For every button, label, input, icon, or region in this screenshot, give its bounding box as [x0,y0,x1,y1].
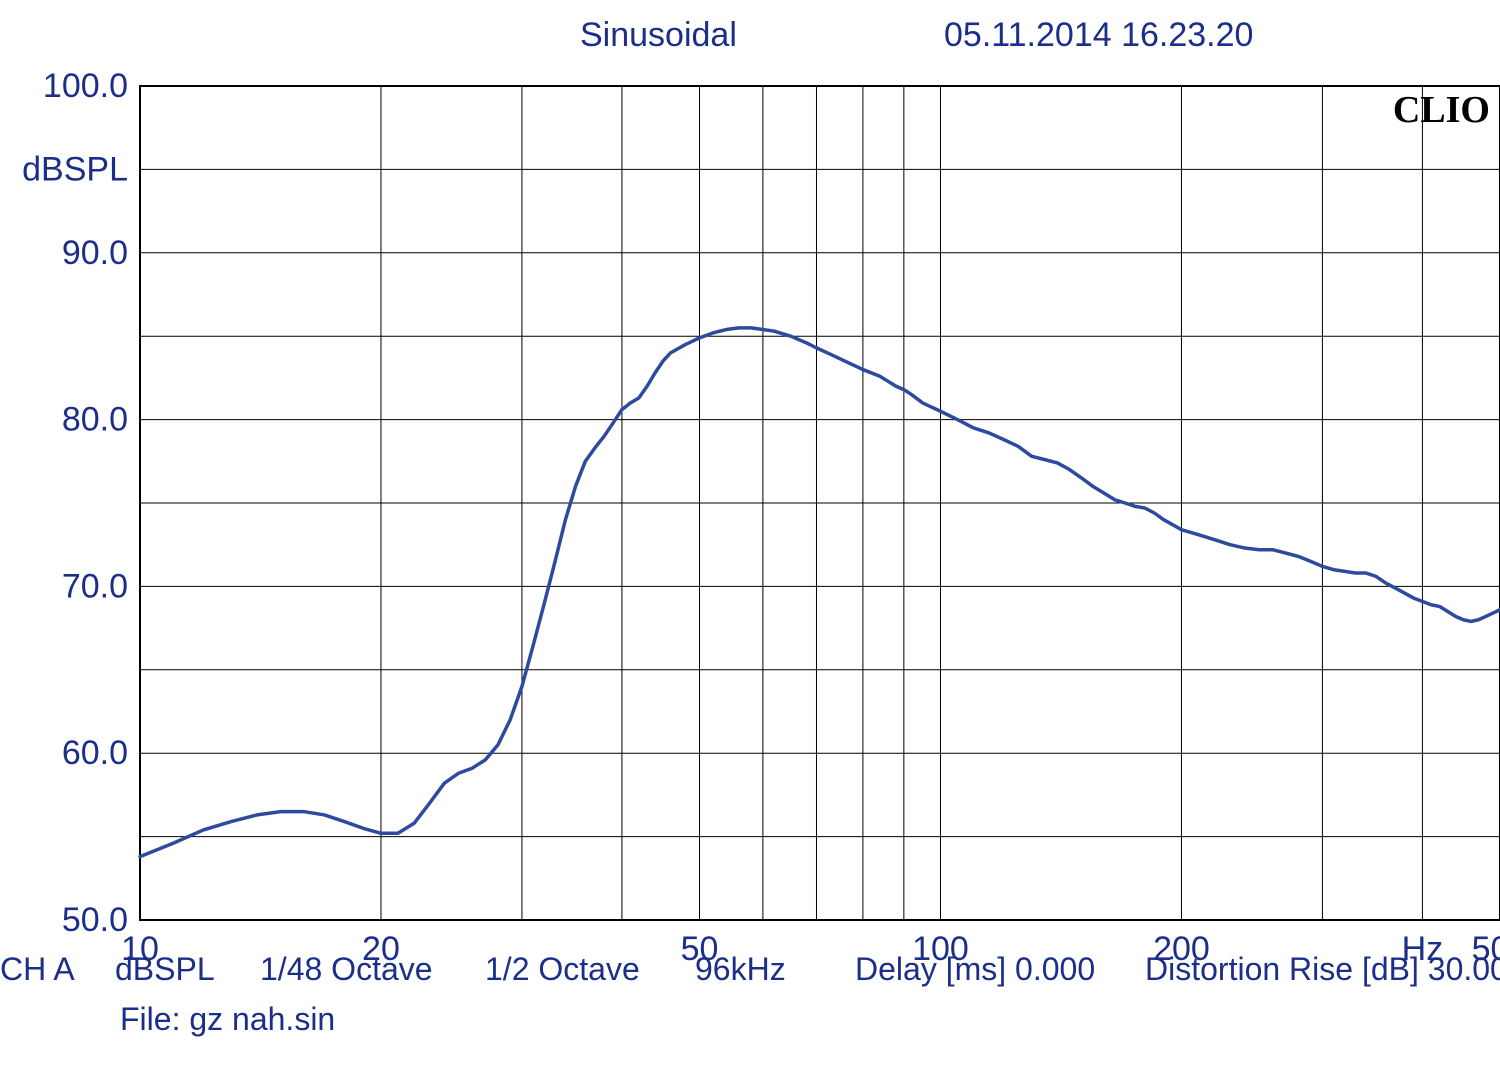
y-tick-label: 80.0 [62,401,128,439]
chart-title: Sinusoidal [580,16,737,54]
chart-svg: Sinusoidal 05.11.2014 16.23.20 50.0 60.0 70.… [0,0,1500,1074]
footer-item: dBSPL [115,951,215,987]
footer-item: 1/48 Octave [260,951,433,987]
footer-file: File: gz nah.sin [120,1001,335,1037]
footer-item: CH A [0,951,75,987]
brand-logo: CLIO [1393,89,1490,131]
chart-container: { "header": { "title": "Sinusoidal", "ti… [0,0,1500,1074]
chart-timestamp: 05.11.2014 16.23.20 [944,16,1253,54]
footer-item: Delay [ms] 0.000 [855,951,1095,987]
footer-item: 1/2 Octave [485,951,640,987]
footer-item: Distortion Rise [dB] 30.00 [1145,951,1500,987]
footer-item: 96kHz [695,951,786,987]
y-tick-label: 60.0 [62,734,128,772]
y-tick-label: 70.0 [62,567,128,605]
y-tick-label: 50.0 [62,901,128,939]
y-tick-label: 100.0 [43,67,128,105]
y-axis-unit: dBSPL [22,150,128,188]
y-tick-label: 90.0 [62,234,128,272]
